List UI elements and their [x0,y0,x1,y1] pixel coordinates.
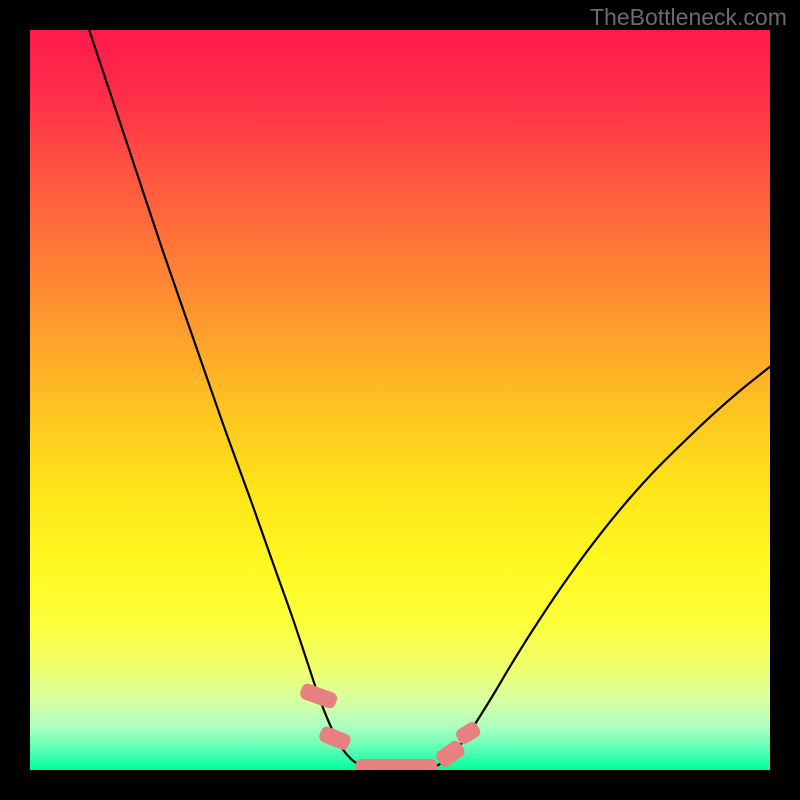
curve-layer [30,30,770,770]
bottleneck-curve [89,30,770,770]
watermark-text: TheBottleneck.com [590,4,787,31]
highlight-marker [356,759,437,770]
highlight-marker [317,725,352,752]
highlight-marker [298,682,338,710]
plot-area [30,30,770,770]
